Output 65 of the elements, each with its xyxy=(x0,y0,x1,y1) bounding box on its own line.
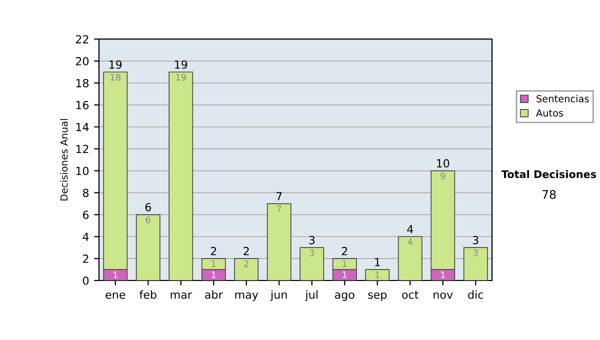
data-label: 1 xyxy=(440,271,445,278)
x-tick-label: sep xyxy=(368,292,387,301)
x-tick-label: jun xyxy=(270,290,287,301)
y-tick-label: 14 xyxy=(76,123,89,132)
total-label: 1 xyxy=(375,258,380,266)
data-label: 3 xyxy=(473,249,478,256)
total-label: 10 xyxy=(437,159,450,168)
y-tick-label: 10 xyxy=(76,166,89,176)
y-tick-label: 12 xyxy=(76,144,88,154)
bar xyxy=(234,258,259,280)
bar xyxy=(398,236,422,280)
total-label: 7 xyxy=(276,192,282,200)
x-tick-label: feb xyxy=(139,290,156,299)
y-tick-label: 22 xyxy=(76,35,88,44)
text: 78 xyxy=(542,190,556,199)
data-label: 4 xyxy=(408,238,412,246)
y-tick-label: 6 xyxy=(82,210,89,220)
x-tick-label: ago xyxy=(334,292,354,301)
data-label: 3 xyxy=(310,249,314,256)
y-tick-label: 20 xyxy=(76,57,89,66)
total-label: 19 xyxy=(175,60,188,69)
legend-label: Sentencias xyxy=(536,94,589,102)
y-tick-label: 4 xyxy=(82,232,89,241)
total-label: 2 xyxy=(244,246,249,256)
x-tick-label: dic xyxy=(468,290,484,299)
total-label: 3 xyxy=(472,236,478,244)
data-label: 19 xyxy=(176,74,186,81)
bar xyxy=(300,247,324,280)
x-tick-label: nov xyxy=(434,292,453,299)
bar xyxy=(365,269,390,280)
total-label: 19 xyxy=(110,60,122,69)
data-label: 9 xyxy=(440,172,446,180)
x-tick-label: abr xyxy=(205,290,223,299)
total-label: 3 xyxy=(309,236,315,244)
bar xyxy=(168,72,194,280)
bar xyxy=(266,203,292,280)
data-label: 2 xyxy=(244,260,248,268)
y-tick-label: 16 xyxy=(76,100,89,110)
legend-label: Autos xyxy=(536,109,564,117)
total-label: 6 xyxy=(145,203,151,212)
x-tick-label: oct xyxy=(402,290,418,299)
data-label: 18 xyxy=(110,74,120,81)
x-tick-label: jul xyxy=(305,290,318,301)
bar xyxy=(136,214,160,280)
data-label: 1 xyxy=(113,271,118,278)
bar xyxy=(463,247,488,280)
data-label: 7 xyxy=(276,206,282,212)
total-label: 2 xyxy=(342,246,348,256)
x-tick-label: mar xyxy=(170,292,192,299)
data-label: 1 xyxy=(375,271,380,278)
total-label: 2 xyxy=(210,246,216,256)
x-tick-label: ene xyxy=(106,292,126,299)
y-tick-label: 18 xyxy=(76,78,89,88)
y-tick-label: 2 xyxy=(83,254,88,263)
y-tick-label: 8 xyxy=(82,188,89,198)
data-label: 6 xyxy=(146,216,150,224)
y-tick-label: 0 xyxy=(82,276,89,285)
total-label: 4 xyxy=(407,225,414,234)
data-label: 1 xyxy=(342,260,347,268)
data-label: 1 xyxy=(212,271,216,278)
text: Total Decisiones xyxy=(501,170,596,178)
data-label: 1 xyxy=(342,271,347,278)
x-tick-label: may xyxy=(235,292,258,301)
y-axis-title: Decisiones Anual xyxy=(60,119,68,200)
data-label: 1 xyxy=(212,260,216,268)
